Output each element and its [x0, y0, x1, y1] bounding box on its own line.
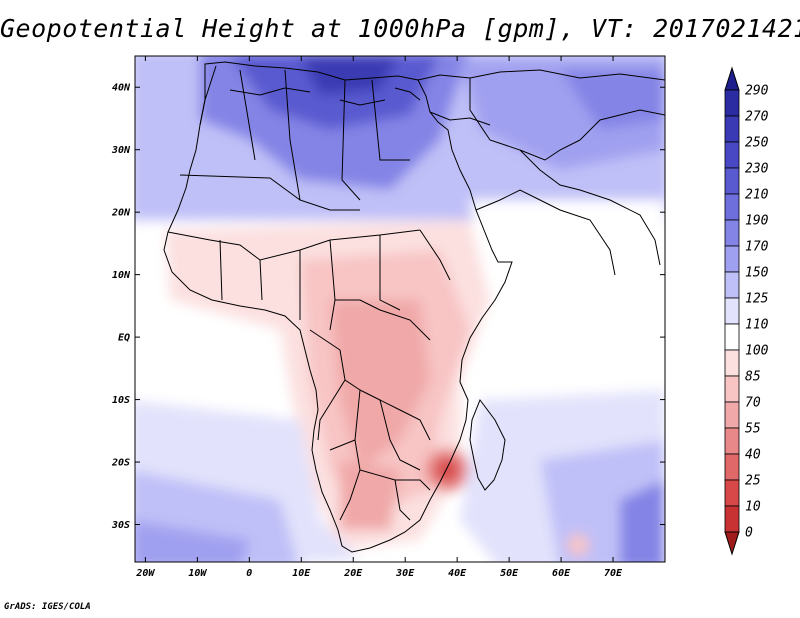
- lat-tick-label: 30S: [111, 520, 130, 531]
- colorbar-level-label: 25: [745, 474, 761, 489]
- shade-small-low: [567, 534, 589, 556]
- colorbar-level-label: 270: [745, 110, 769, 125]
- colorbar-level-label: 55: [745, 422, 761, 437]
- shade-south-indian-core: [620, 480, 665, 562]
- colorbar-level-label: 150: [745, 266, 769, 281]
- lat-tick-label: EQ: [118, 333, 130, 344]
- lon-tick-label: 20E: [343, 568, 363, 579]
- lat-tick-label: 40N: [112, 83, 131, 94]
- colorbar-level-label: 250: [745, 136, 769, 151]
- shade-atlantic-north: [135, 60, 165, 209]
- height-field-shading: [135, 56, 665, 562]
- colorbar-swatch: [724, 167, 740, 195]
- colorbar-level-label: 10: [745, 500, 761, 515]
- colorbar-swatch: [724, 349, 740, 377]
- lat-tick-label: 20S: [111, 458, 130, 469]
- colorbar-level-label: 290: [745, 84, 769, 99]
- colorbar-top-arrow: [724, 66, 740, 91]
- lon-tick-label: 40E: [448, 568, 467, 579]
- lon-tick-label: 10W: [188, 568, 207, 579]
- madagascar-coastline: [469, 398, 506, 491]
- colorbar-swatch: [724, 89, 740, 117]
- colorbar-swatch: [724, 375, 740, 403]
- shade-arabian-sea: [470, 200, 665, 400]
- colorbar-level-label: 70: [745, 396, 761, 411]
- colorbar-swatch: [724, 141, 740, 169]
- colorbar-level-label: 210: [745, 188, 769, 203]
- coastlines-and-borders: [163, 61, 665, 553]
- lon-tick-label: 70E: [604, 568, 623, 579]
- lon-tick-label: 60E: [552, 568, 571, 579]
- lon-tick-label: 0: [246, 568, 252, 579]
- axis-labels: 20W 10W 0 10E 20E 30E 40E 50E 60E 70E 40N 30N 20N 10N…: [111, 83, 623, 579]
- software-credit: GrADS: IGES/COLA: [4, 602, 91, 612]
- asia-coastline-borders: [417, 69, 665, 276]
- colorbar-swatch: [724, 323, 740, 351]
- colorbar-level-label: 0: [745, 526, 753, 541]
- africa-borders: [167, 65, 451, 521]
- colorbar: 2902702502302101901701501251101008570554…: [724, 66, 769, 556]
- lat-tick-label: 30N: [111, 145, 131, 156]
- colorbar-level-label: 125: [745, 292, 769, 307]
- colorbar-level-label: 190: [745, 214, 769, 229]
- colorbar-bottom-arrow: [724, 531, 740, 556]
- lon-tick-label: 30E: [395, 568, 415, 579]
- plot-frame: [134, 55, 666, 563]
- colorbar-swatch: [724, 271, 740, 299]
- colorbar-swatch: [724, 193, 740, 221]
- lat-tick-label: 10N: [112, 270, 131, 281]
- colorbar-level-label: 85: [745, 370, 761, 385]
- colorbar-swatch: [724, 401, 740, 429]
- colorbar-swatch: [724, 297, 740, 325]
- axis-ticks: [135, 56, 665, 562]
- shade-north-core: [300, 56, 400, 95]
- colorbar-swatch: [724, 245, 740, 273]
- shade-africa-core: [330, 300, 430, 470]
- map-title: Geopotential Height at 1000hPa [gpm], VT…: [0, 14, 800, 43]
- lon-tick-label: 10E: [292, 568, 311, 579]
- shade-mozambique-core: [435, 458, 459, 482]
- colorbar-level-label: 40: [745, 448, 761, 463]
- lon-tick-label: 20W: [135, 568, 155, 579]
- colorbar-level-label: 100: [745, 344, 769, 359]
- mediterranean-islands: [229, 87, 421, 106]
- colorbar-swatch: [724, 505, 740, 533]
- africa-coastline: [163, 61, 513, 553]
- shade-south-atlantic-core: [135, 520, 250, 562]
- shade-kalahari: [340, 460, 400, 530]
- map-plot-area: [135, 56, 665, 562]
- colorbar-swatch: [724, 219, 740, 247]
- colorbar-level-label: 170: [745, 240, 769, 255]
- shade-iran: [560, 70, 665, 130]
- colorbar-swatch: [724, 453, 740, 481]
- colorbar-level-label: 230: [745, 162, 769, 177]
- lat-tick-label: 10S: [112, 395, 130, 406]
- colorbar-swatch: [724, 115, 740, 143]
- colorbar-swatch: [724, 479, 740, 507]
- lat-tick-label: 20N: [111, 208, 131, 219]
- colorbar-level-label: 110: [745, 318, 769, 333]
- lon-tick-label: 50E: [500, 568, 519, 579]
- colorbar-swatch: [724, 427, 740, 455]
